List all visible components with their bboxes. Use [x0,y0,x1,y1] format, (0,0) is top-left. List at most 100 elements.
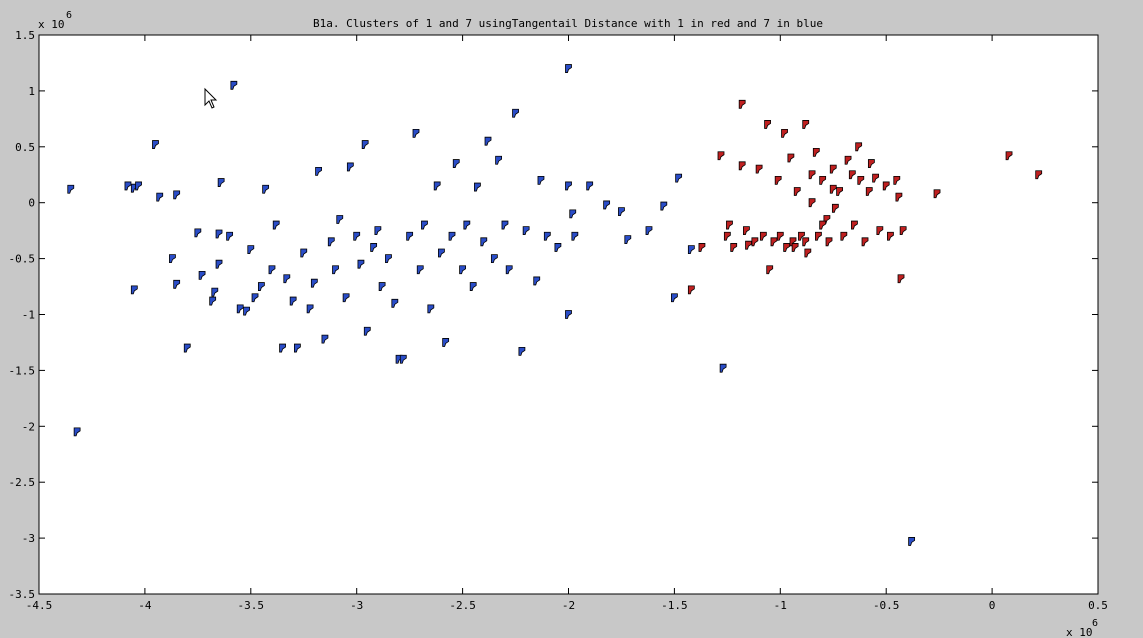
point [490,254,498,263]
point [251,293,259,303]
point [603,200,611,210]
y-exponent-base: x 10 [38,18,65,31]
y-tick-label: -2 [22,420,35,433]
point [306,304,314,314]
point [505,265,513,275]
point [484,136,492,146]
point [899,226,907,236]
x-tick-label: -3.5 [238,599,265,612]
point [743,226,750,236]
point [130,285,138,295]
point [211,287,219,297]
x-tick-label: -4 [138,599,152,612]
point [829,164,837,174]
point [332,265,339,275]
point [687,245,695,255]
point [865,187,873,196]
point [586,181,594,191]
point [565,310,572,319]
point [776,231,784,241]
point [336,215,344,224]
point [357,259,365,269]
point [855,142,863,152]
point [872,173,880,183]
point [442,338,450,347]
point [346,162,354,172]
point [257,282,265,291]
point [374,226,382,236]
point [717,151,725,161]
y-tick-label: -3 [22,532,35,545]
y-tick-label: -1.5 [9,364,36,377]
point [433,181,441,191]
point [518,346,526,356]
point [812,147,820,157]
point [571,231,579,241]
point [819,220,827,230]
point [831,203,839,213]
point [412,128,420,138]
point [895,192,903,202]
x-tick-label: -4.5 [26,599,53,612]
point [1035,170,1043,180]
point [798,231,805,241]
point [198,270,206,280]
point [293,343,301,353]
point [882,181,890,191]
point [183,343,191,353]
point [215,259,223,269]
point [787,153,795,163]
point [793,187,801,196]
x-tick-label: 0.5 [1088,599,1108,612]
point [370,243,378,252]
x-tick-label: -2 [562,599,575,612]
point [448,231,456,241]
x-tick-label: -1.5 [661,599,688,612]
x-tick-label: -2.5 [449,599,476,612]
point [262,184,270,194]
point [565,64,572,73]
point [857,175,865,185]
point [501,220,509,230]
point [230,80,238,90]
point [67,184,75,194]
point [836,187,844,196]
y-tick-label: 1 [28,85,35,98]
point [781,128,788,138]
point [226,231,234,241]
point [469,282,477,291]
point [361,140,369,149]
point [512,108,519,118]
point [452,159,460,168]
point [152,140,159,149]
point [173,190,181,200]
point [844,155,852,165]
point [315,166,322,176]
point [459,265,466,275]
point [802,237,810,247]
x-tick-label: -0.5 [873,599,900,612]
point [169,254,176,263]
point [272,220,280,230]
point [887,231,894,241]
point [755,164,763,174]
point [774,175,782,185]
point [378,282,386,291]
y-tick-label: -0.5 [9,253,36,266]
point [618,207,625,217]
point [543,231,551,241]
y-exponent-power: 6 [66,10,72,21]
x-tick-label: -1 [774,599,787,612]
point [247,245,255,255]
point [554,243,562,252]
point [726,220,733,230]
point [209,296,217,306]
point [268,265,276,275]
point [327,237,335,247]
point [289,296,297,306]
point [124,181,132,191]
point [766,265,774,275]
point [789,237,797,247]
point [764,120,771,129]
